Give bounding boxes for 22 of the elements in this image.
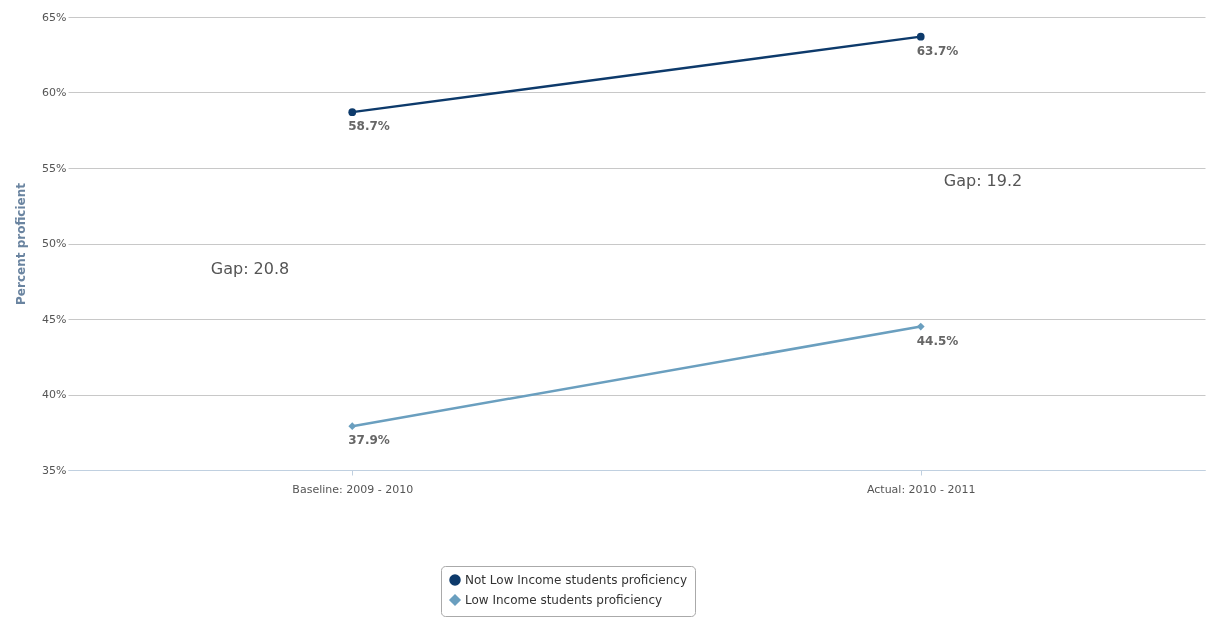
y-tick-label: 45% <box>42 312 67 326</box>
y-tick-label: 65% <box>42 10 67 24</box>
point <box>348 422 357 431</box>
point <box>916 322 925 331</box>
point <box>348 108 357 116</box>
legend-label: Not Low Income students proficiency <box>465 573 687 587</box>
y-tick-label: 35% <box>42 463 67 477</box>
legend-label: Low Income students proficiency <box>465 593 663 607</box>
y-tick-label: 40% <box>42 388 67 401</box>
annotation: Gap: 20.8 <box>210 259 290 278</box>
data-label: 37.9% <box>348 433 390 448</box>
y-tick-label: 55% <box>42 161 67 175</box>
y-tick-label: 60% <box>42 86 67 99</box>
data-label: 63.7% <box>916 43 959 58</box>
x-tick-label: Actual: 2010 - 2011 <box>866 482 976 496</box>
annotation: Gap: 19.2 <box>943 171 1023 190</box>
y-tick-label: 50% <box>42 237 67 250</box>
y-axis-title: Percent proficient <box>14 182 29 305</box>
data-label: 44.5% <box>916 333 959 348</box>
x-tick-label: Baseline: 2009 - 2010 <box>292 482 414 496</box>
data-label: 58.7% <box>348 119 390 134</box>
point <box>916 32 925 41</box>
